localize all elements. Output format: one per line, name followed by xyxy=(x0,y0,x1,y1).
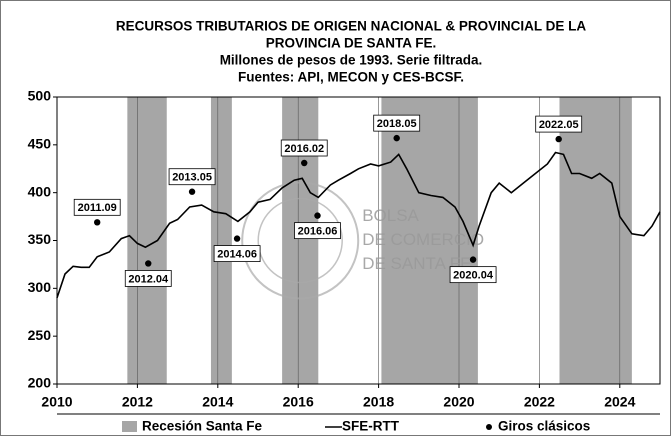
recession-band xyxy=(381,97,478,384)
legend-swatch xyxy=(486,424,492,430)
data-label: 2020.04 xyxy=(453,270,494,282)
x-tick-label: 2012 xyxy=(122,394,153,410)
watermark-text: DE SANTA FE xyxy=(362,254,471,273)
dot xyxy=(393,134,400,142)
dot xyxy=(233,235,241,242)
watermark-seal xyxy=(241,181,360,300)
dot xyxy=(301,159,308,167)
y-tick-label: 350 xyxy=(28,231,52,247)
dot xyxy=(469,256,477,263)
watermark-text: BOLSA xyxy=(362,206,419,225)
data-label: 2011.09 xyxy=(78,202,117,214)
legend-label: Recesión Santa Fe xyxy=(142,419,263,434)
data-label: 2016.02 xyxy=(284,143,324,155)
y-tick-label: 400 xyxy=(28,183,52,199)
dot xyxy=(145,260,152,267)
chart-subtitle: Millones de pesos de 1993. Serie filtrad… xyxy=(220,53,483,68)
dot xyxy=(188,188,196,195)
plot-border xyxy=(56,96,661,385)
data-label-box xyxy=(213,245,261,262)
data-label-box xyxy=(535,115,583,133)
data-label-box xyxy=(373,114,421,132)
chart-subtitle: Fuentes: API, MECON y CES-BCSF. xyxy=(238,70,464,85)
data-label-box xyxy=(73,198,121,216)
data-label-box xyxy=(280,139,328,157)
dot xyxy=(314,212,321,219)
x-tick-label: 2024 xyxy=(604,394,635,410)
y-tick-label: 450 xyxy=(28,136,52,152)
x-tick-label: 2020 xyxy=(443,394,474,410)
data-label: 2014.06 xyxy=(217,248,257,260)
data-label: 2016.06 xyxy=(298,226,338,238)
y-tick-label: 500 xyxy=(28,88,52,104)
data-label: 2018.05 xyxy=(377,118,417,130)
data-label: 2013.05 xyxy=(172,172,212,184)
legend-label: SFE-RTT xyxy=(342,419,400,434)
dot xyxy=(555,135,562,143)
watermark-seal xyxy=(257,197,343,284)
data-label-box xyxy=(124,270,172,287)
legend-label: Giros clásicos xyxy=(498,419,590,434)
x-tick-label: 2010 xyxy=(41,394,72,410)
x-tick-label: 2018 xyxy=(363,394,394,410)
y-tick-label: 200 xyxy=(28,375,52,391)
data-label-box xyxy=(168,168,216,186)
data-label: 2022.05 xyxy=(539,119,579,131)
line xyxy=(56,151,661,299)
y-tick-label: 300 xyxy=(28,279,52,295)
data-label-box xyxy=(449,266,497,284)
y-tick-label: 250 xyxy=(28,327,52,343)
data-label: 2012.04 xyxy=(128,273,169,285)
legend-swatch xyxy=(122,421,137,432)
watermark-text: DE COMERCIO xyxy=(362,230,484,249)
recession-band xyxy=(210,97,232,384)
dot xyxy=(94,219,101,226)
x-tick-label: 2022 xyxy=(524,394,555,410)
x-tick-label: 2014 xyxy=(202,394,233,410)
recession-band xyxy=(559,97,632,384)
chart-title: RECURSOS TRIBUTARIOS DE ORIGEN NACIONAL … xyxy=(116,19,587,34)
x-tick-label: 2016 xyxy=(283,394,314,410)
data-label-box xyxy=(294,222,341,240)
chart-title: PROVINCIA DE SANTA FE. xyxy=(266,36,437,51)
